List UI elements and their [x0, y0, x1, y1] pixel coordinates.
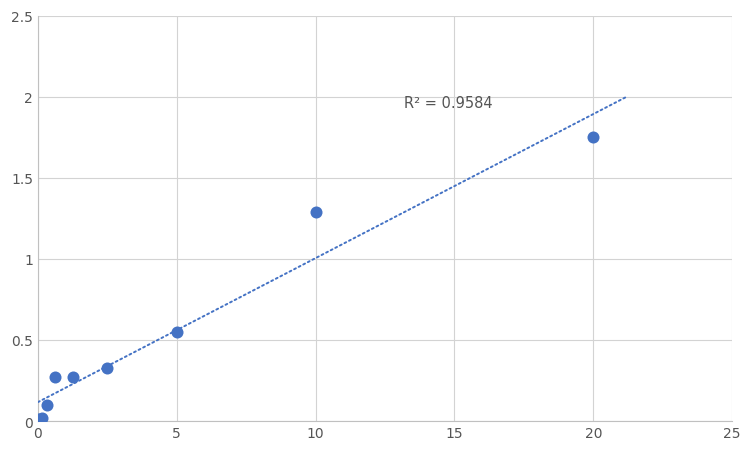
Point [310, 209, 322, 216]
Point [171, 328, 183, 336]
Text: R² = 0.9584: R² = 0.9584 [405, 96, 493, 110]
Point [36, 414, 48, 422]
Point [32, 416, 44, 423]
Point [41, 401, 53, 409]
Point [102, 364, 114, 371]
Point [50, 374, 62, 381]
Point [587, 134, 599, 142]
Point [67, 374, 79, 381]
